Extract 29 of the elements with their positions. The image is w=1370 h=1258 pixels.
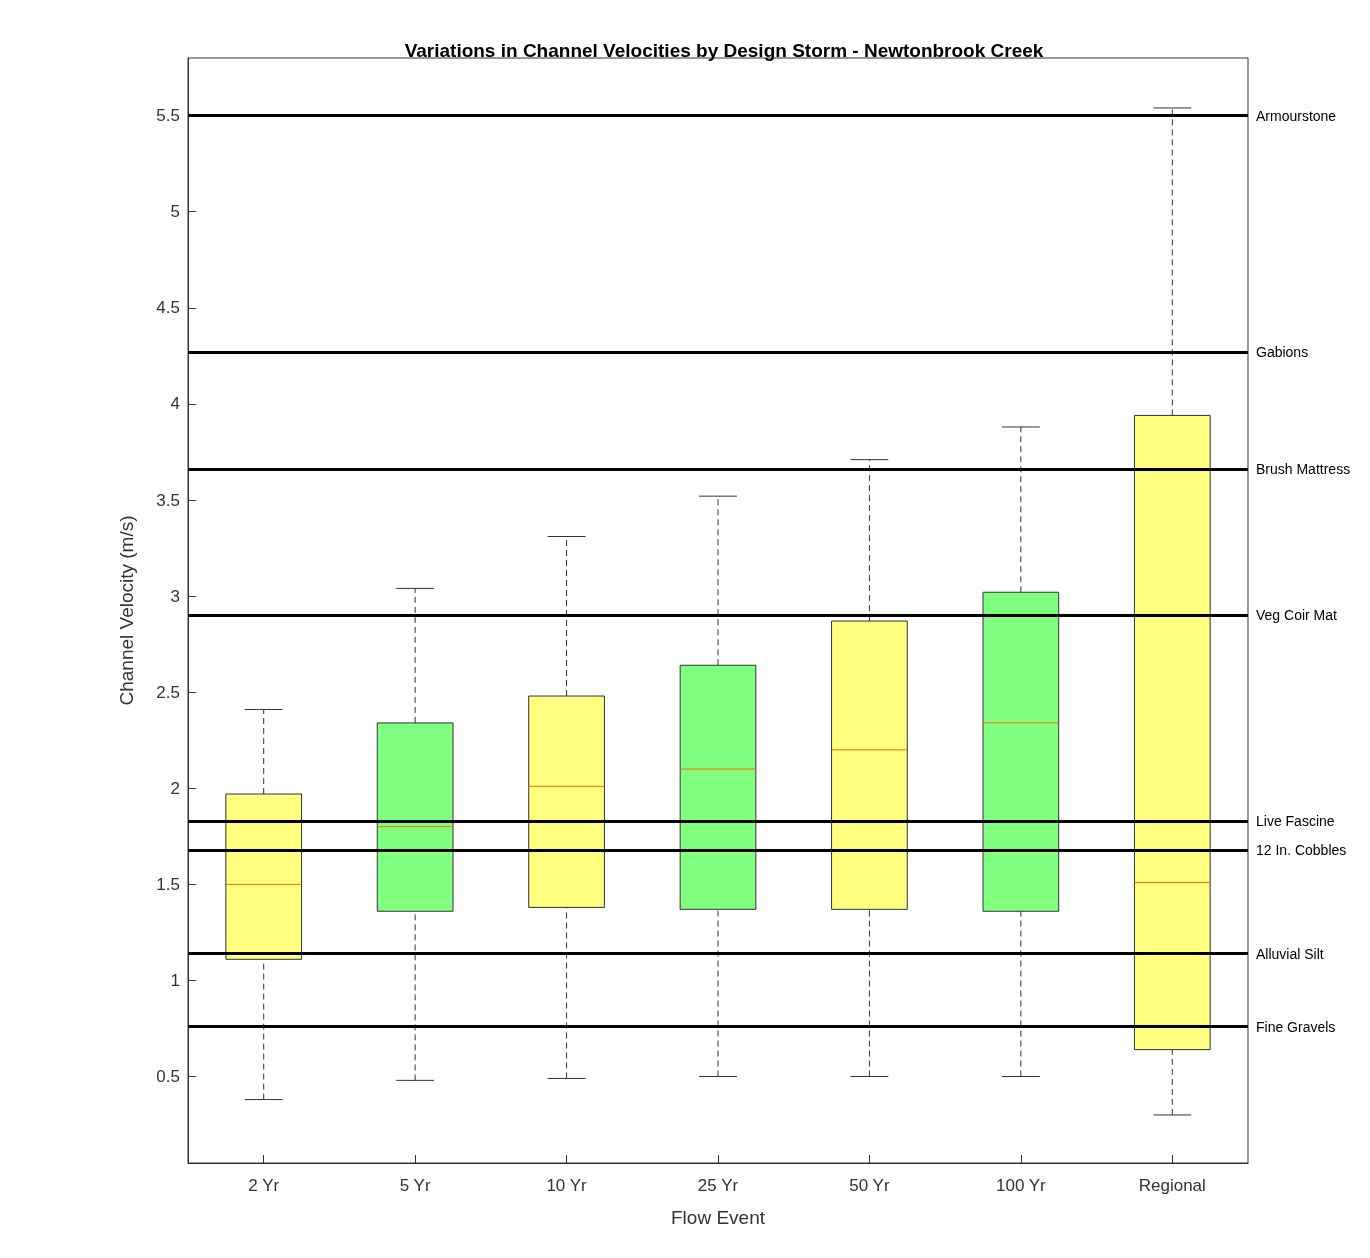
y-tick-label: 5.5 (156, 106, 180, 126)
y-tick-label: 4.5 (156, 298, 180, 318)
y-tick-label: 3 (170, 586, 180, 606)
y-tick-label: 1.5 (156, 874, 180, 894)
y-tick-label: 1 (170, 970, 180, 990)
x-tick-label: 100 Yr (995, 1176, 1047, 1195)
y-tick-label: 3.5 (156, 490, 180, 510)
y-axis-title: Channel Velocity (m/s) (116, 515, 137, 706)
y-tick-label: 2.5 (156, 682, 180, 702)
x-tick-label: 5 Yr (399, 1176, 431, 1195)
chart-title: Variations in Channel Velocities by Design Storm - Newtonbrook Creek (404, 40, 1044, 61)
y-tick-label: 5 (170, 202, 180, 222)
x-tick-label: 50 Yr (849, 1176, 890, 1195)
x-tick-label: 10 Yr (546, 1176, 588, 1195)
x-tick-label: Regional (1138, 1176, 1206, 1195)
y-tick-label: 4 (170, 394, 180, 414)
ref-line-label: Alluvial Silt (1256, 945, 1324, 962)
ref-line-label: Gabions (1256, 344, 1309, 361)
x-axis-title: Flow Event (671, 1207, 766, 1228)
y-tick-label: 0.5 (156, 1067, 180, 1087)
ref-line-label: Brush Mattress (1256, 461, 1351, 478)
x-tick-label: 25 Yr (697, 1176, 739, 1195)
ref-line-label: Live Fascine (1256, 812, 1335, 829)
ref-line-label: Veg Coir Mat (1256, 607, 1338, 624)
ref-line-label: Armourstone (1256, 107, 1337, 124)
y-tick-label: 2 (170, 778, 180, 798)
ref-line-label: Fine Gravels (1256, 1018, 1336, 1035)
ref-line-label: 12 In. Cobbles (1256, 841, 1347, 858)
x-tick-label: 2 Yr (248, 1176, 280, 1195)
